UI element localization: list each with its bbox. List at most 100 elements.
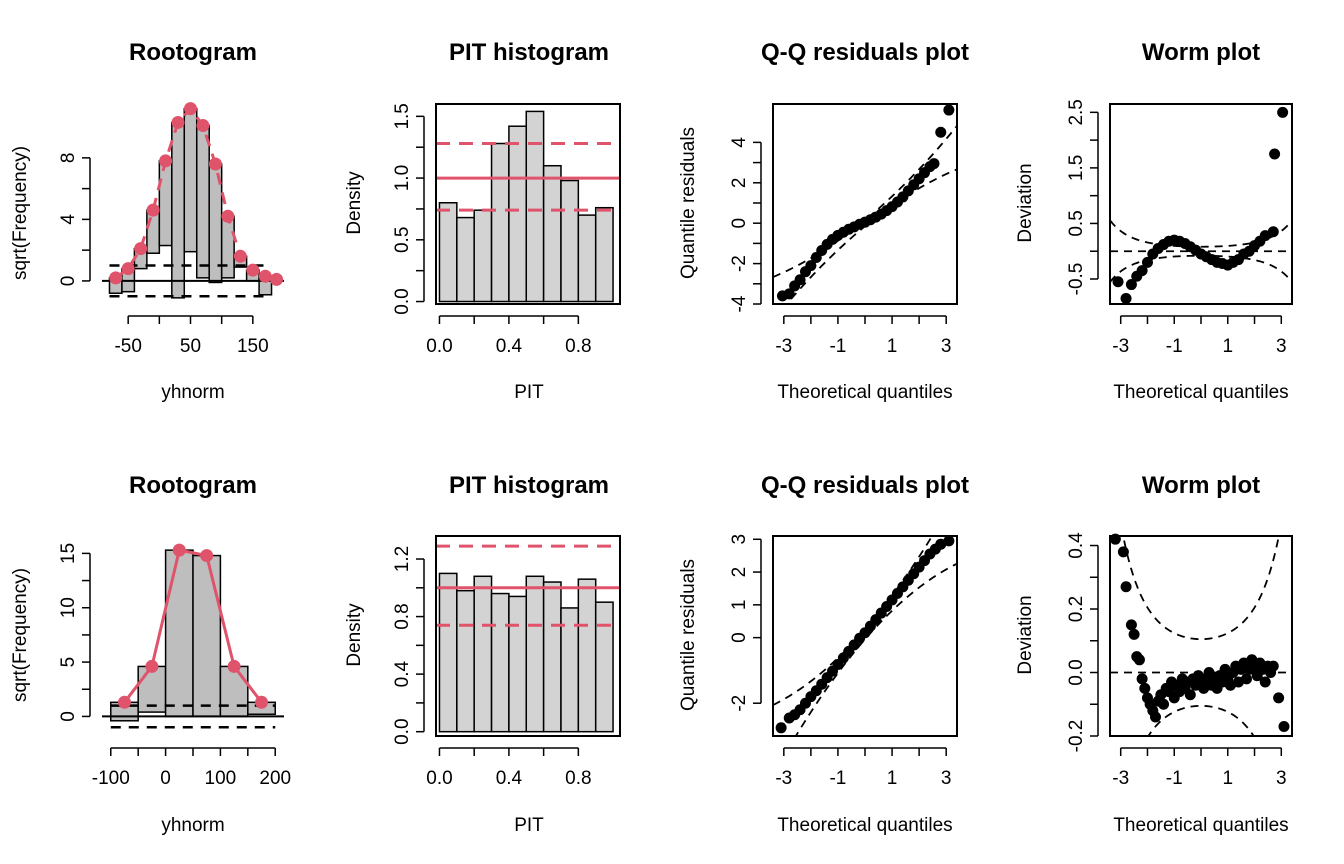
panel-8-point bbox=[1273, 692, 1285, 704]
panel-5-title: Rootogram bbox=[129, 472, 257, 499]
panel-1-plot: -50 50 150 0 4 8 bbox=[58, 102, 284, 357]
panel-6-ytick-label: 0.4 bbox=[392, 660, 413, 687]
panel-7-ytick-label: 3 bbox=[729, 534, 750, 545]
panel-6-title: PIT histogram bbox=[449, 472, 609, 499]
panel-1-expected-point bbox=[109, 271, 123, 285]
panel-6-frame bbox=[435, 535, 621, 737]
panel-6-xtick-label: 0.8 bbox=[565, 768, 591, 789]
panel-4-xtick-label: 3 bbox=[1276, 336, 1287, 357]
panel-6-bar bbox=[525, 575, 545, 733]
panel-7-ytick-label: 1 bbox=[729, 600, 750, 611]
panel-2-ytick-label: 0.0 bbox=[392, 288, 413, 314]
panel-1-expected-point bbox=[196, 119, 210, 133]
panel-5-bar bbox=[192, 554, 222, 718]
panel-6-bar bbox=[490, 592, 510, 733]
panel-7-band-up bbox=[773, 536, 934, 706]
panel-1-expected-point bbox=[233, 249, 247, 263]
panel-1-expected-point bbox=[171, 115, 185, 129]
panel-8-point bbox=[1128, 628, 1140, 640]
panel-5-expected-point bbox=[145, 659, 159, 673]
panel-8-point bbox=[1158, 698, 1170, 710]
panel-3-ytick-label: 4 bbox=[729, 137, 750, 148]
panel-1-bar bbox=[158, 160, 173, 247]
panel-3-point bbox=[935, 126, 947, 138]
panel-8-point bbox=[1133, 654, 1145, 666]
panel-2-frame bbox=[435, 103, 621, 305]
panel-1-xtick-label: -50 bbox=[114, 336, 141, 357]
panel-6-ylabel: Density bbox=[344, 603, 365, 667]
panel-5-expected-point bbox=[227, 659, 241, 673]
panel-4-point bbox=[1136, 265, 1148, 277]
panel-8-point bbox=[1120, 581, 1132, 593]
panel-2-bar bbox=[508, 125, 528, 303]
panel-1-xtick-label: 50 bbox=[180, 336, 201, 357]
panel-4-ylabel: Deviation bbox=[1015, 163, 1036, 242]
panel-2-bar bbox=[525, 110, 545, 303]
panel-1-ytick-label: 4 bbox=[58, 214, 79, 225]
panel-1-expected-point bbox=[270, 272, 284, 286]
panel-2-bar bbox=[456, 216, 475, 303]
panel-3-band-up bbox=[773, 125, 957, 278]
panel-1-ytick-label: 0 bbox=[58, 276, 79, 287]
panel-4-point bbox=[1141, 256, 1153, 268]
panel-7-ytick-label: 0 bbox=[729, 632, 750, 643]
panel-1-expected-point bbox=[208, 157, 222, 171]
panel-5-xlabel: yhnorm bbox=[161, 815, 224, 836]
panel-2-bar bbox=[473, 209, 493, 303]
panel-3-plot: -3 -1 1 3 -4 -2 0 2 4 bbox=[729, 103, 958, 357]
panel-8-plot: -3 -1 1 3 -0.2 0.0 0.2 0.4 bbox=[1066, 532, 1293, 789]
panel-8-frame bbox=[1109, 535, 1293, 737]
panel-3-band-down bbox=[785, 168, 957, 304]
panel-3-ytick-label: 2 bbox=[729, 177, 750, 188]
panel-8-band-down bbox=[1147, 704, 1255, 736]
panel-4-title: Worm plot bbox=[1142, 39, 1260, 66]
panel-1-expected-point bbox=[121, 262, 135, 276]
panel-3-point bbox=[928, 158, 940, 170]
panel-7-xtick-label: -3 bbox=[775, 768, 792, 789]
panel-5-xtick-label: 200 bbox=[259, 768, 291, 789]
panel-2-bar bbox=[490, 142, 510, 303]
panel-4-xlabel: Theoretical quantiles bbox=[1113, 382, 1288, 403]
panel-3-xtick-label: 3 bbox=[941, 336, 952, 357]
panel-1-expected-point bbox=[146, 203, 160, 217]
panel-8-title: Worm plot bbox=[1142, 472, 1260, 499]
panel-3-xtick-label: -1 bbox=[829, 336, 846, 357]
panel-7-ytick-label: 2 bbox=[729, 567, 750, 578]
panel-5-expected-curve bbox=[123, 548, 263, 704]
panel-4-ytick-label: 0.5 bbox=[1066, 210, 1087, 236]
panel-1-xlabel: yhnorm bbox=[161, 382, 224, 403]
panel-8-point bbox=[1117, 546, 1129, 558]
panel-4-plot: -3 -1 1 3 -0.5 0.5 1.5 2.5 bbox=[1066, 99, 1293, 357]
panel-6-bar bbox=[577, 578, 597, 733]
panel-5-bar bbox=[164, 549, 194, 718]
panel-6-bar bbox=[542, 581, 562, 733]
panel-1-bar bbox=[183, 107, 198, 253]
panel-5-ytick-label: 10 bbox=[58, 597, 79, 618]
panel-2-ytick-label: 0.5 bbox=[392, 227, 413, 253]
panel-2-title: PIT histogram bbox=[449, 39, 609, 66]
panel-3-ytick-label: -2 bbox=[729, 255, 750, 272]
panel-8-point bbox=[1259, 676, 1271, 688]
panel-2-ytick-label: 1.0 bbox=[392, 165, 413, 191]
panel-8-ytick-label: -0.2 bbox=[1066, 720, 1087, 753]
panel-4-frame bbox=[1109, 103, 1293, 305]
panel-1-expected-point bbox=[134, 242, 148, 256]
panel-2-ylabel: Density bbox=[344, 171, 365, 235]
panel-5-expected-point bbox=[200, 549, 214, 563]
panel-6-ytick-label: 0.8 bbox=[392, 603, 413, 629]
panel-4-xtick-label: -1 bbox=[1166, 336, 1183, 357]
panel-4-ytick-label: -0.5 bbox=[1066, 263, 1087, 296]
panel-6-bar bbox=[456, 589, 475, 733]
panel-2-bar bbox=[577, 214, 597, 303]
panel-5-expected-point bbox=[172, 543, 186, 557]
panel-1-title: Rootogram bbox=[129, 39, 257, 66]
panel-3-point bbox=[943, 104, 955, 116]
panel-8-point bbox=[1278, 720, 1290, 732]
panel-3-point bbox=[783, 288, 795, 300]
panel-1-bar bbox=[220, 215, 235, 279]
panel-4-point bbox=[1120, 292, 1132, 304]
panel-2-xtick-label: 0.4 bbox=[496, 336, 523, 357]
panel-1-ylabel: sqrt(Frequency) bbox=[10, 146, 31, 280]
panel-1-bar bbox=[195, 124, 210, 279]
panel-2-xlabel: PIT bbox=[514, 382, 544, 403]
